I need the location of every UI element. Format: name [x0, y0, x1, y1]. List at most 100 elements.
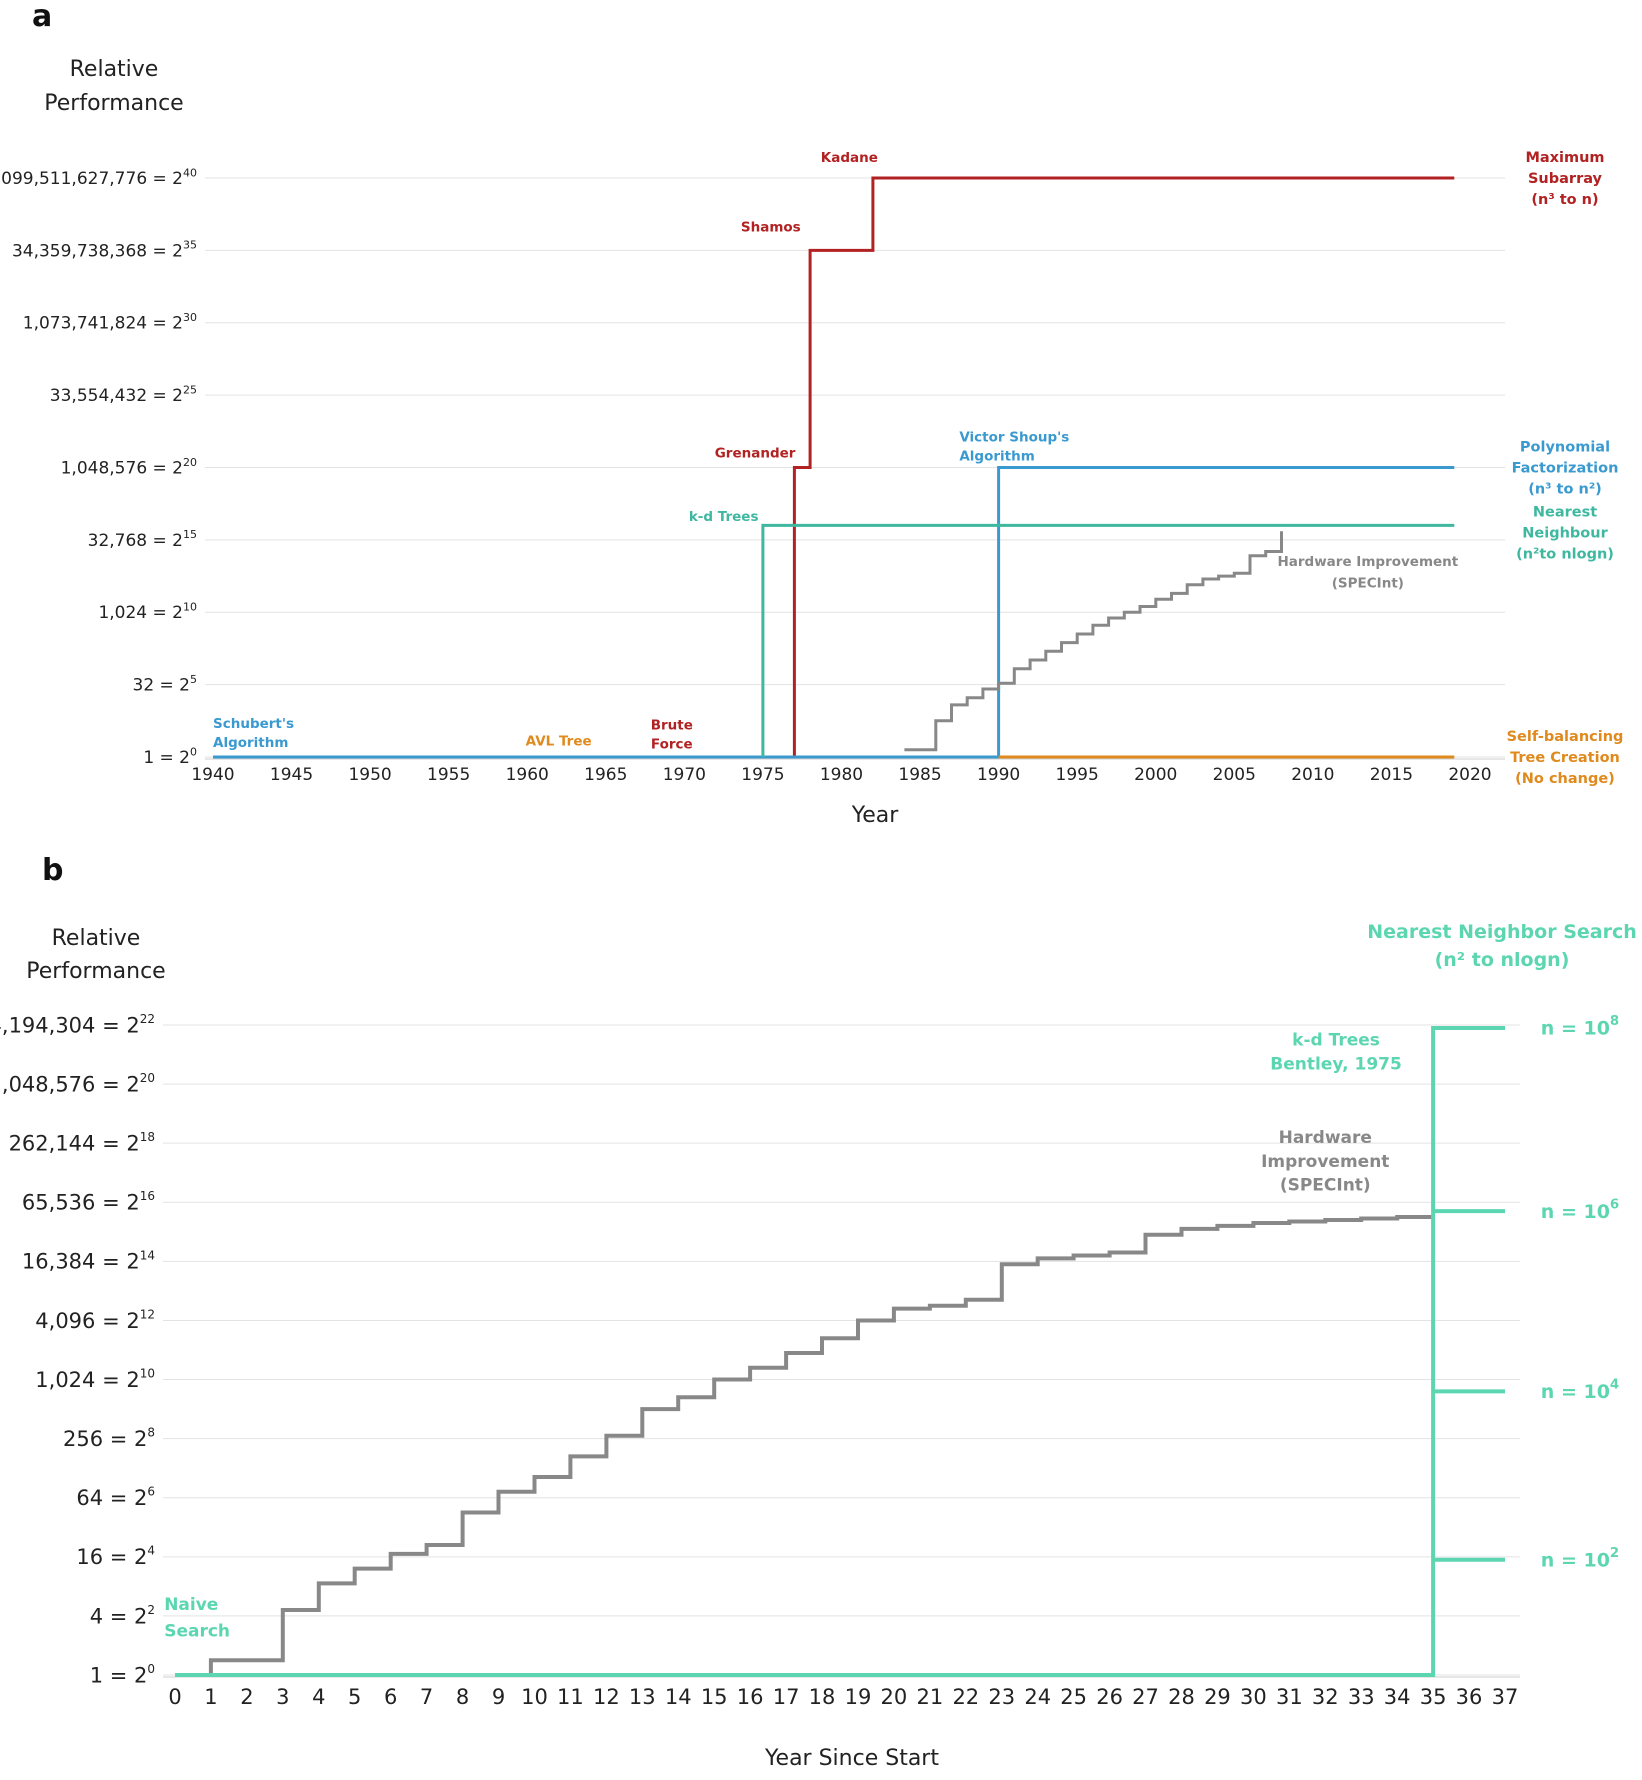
- panel-a-ylabel-line: Relative: [70, 57, 159, 82]
- panel-b-title-line: (n² to nlogn): [1435, 949, 1570, 971]
- panel-b-ytick-label: 1,024 = 210: [35, 1366, 155, 1391]
- panel-b-xtick-label: 13: [629, 1685, 656, 1709]
- panel-b-annotation: Hardware: [1279, 1128, 1372, 1148]
- panel-b-xtick-label: 15: [701, 1685, 728, 1709]
- panel-a-right-label: Subarray: [1528, 171, 1603, 187]
- panel-b-xtick-label: 23: [988, 1685, 1015, 1709]
- panel-b-xtick-label: 7: [420, 1685, 433, 1709]
- panel-a-annotation: Schubert's: [213, 716, 294, 732]
- panel-a-xtick-label: 2005: [1213, 765, 1256, 785]
- panel-b: b Relative Performance 1 = 20 4 = 22 16 = 24…: [0, 853, 1637, 1771]
- panel-a-ytick-label: 1,073,741,824 = 230: [23, 311, 197, 334]
- panel-b-xtick-label: 26: [1096, 1685, 1123, 1709]
- panel-a-right-label: Polynomial: [1520, 440, 1610, 456]
- panel-b-xtick-label: 1: [204, 1685, 217, 1709]
- panel-a-ytick-label: 32 = 25: [133, 673, 198, 696]
- panel-a-right-label: (No change): [1515, 771, 1615, 787]
- panel-b-xtick-label: 5: [348, 1685, 361, 1709]
- panel-a-xtick-label: 1995: [1056, 765, 1099, 785]
- panel-b-ytick-label: 1,048,576 = 220: [0, 1071, 155, 1096]
- panel-a-right-label: Tree Creation: [1510, 750, 1620, 766]
- panel-b-ytick-label: 4 = 22: [90, 1603, 155, 1628]
- panel-a-right-label: Neighbour: [1522, 526, 1608, 542]
- panel-a-xtick-label: 1955: [427, 765, 470, 785]
- panel-b-ytick-label: 4,194,304 = 222: [0, 1012, 155, 1037]
- panel-a-annotation: k-d Trees: [689, 509, 759, 525]
- panel-b-title-line: Nearest Neighbor Search: [1367, 921, 1637, 943]
- panel-b-ytick-label: 65,536 = 216: [22, 1189, 155, 1214]
- panel-a-xtick-label: 2015: [1370, 765, 1413, 785]
- panel-b-xtick-label: 29: [1204, 1685, 1231, 1709]
- panel-b-xtick-label: 0: [168, 1685, 181, 1709]
- panel-a-annotation: Victor Shoup's: [959, 429, 1069, 445]
- panel-b-xtick-label: 11: [557, 1685, 584, 1709]
- panel-b-right-label: n = 102: [1541, 1546, 1619, 1572]
- panel-b-xtick-label: 36: [1456, 1685, 1483, 1709]
- panel-a-series-polynomial-factorization: [213, 466, 1455, 759]
- panel-b-xtick-label: 8: [456, 1685, 469, 1709]
- panel-a-ytick-label: 1 = 20: [143, 745, 197, 768]
- panel-a-ytick-label: 33,554,432 = 225: [50, 383, 197, 406]
- panel-a-xtick-label: 1980: [820, 765, 863, 785]
- panel-a-annotation: Grenander: [715, 445, 796, 461]
- panel-b-annotation: (SPECInt): [1280, 1175, 1371, 1195]
- panel-a-annotation: (SPECInt): [1332, 576, 1404, 592]
- panel-b-ytick-label: 256 = 28: [63, 1426, 155, 1451]
- panel-a-right-label: Maximum: [1525, 150, 1604, 166]
- panel-a-xtick-label: 2000: [1134, 765, 1177, 785]
- panel-b-xtick-label: 37: [1492, 1685, 1519, 1709]
- panel-b-ytick-label: 262,144 = 218: [9, 1130, 155, 1155]
- panel-a-xtick-label: 1965: [584, 765, 627, 785]
- panel-a-xtick-label: 1990: [977, 765, 1020, 785]
- panel-b-xtick-label: 25: [1060, 1685, 1087, 1709]
- panel-b-ytick-label: 4,096 = 212: [35, 1307, 155, 1332]
- panel-b-ytick-label: 16 = 24: [76, 1544, 155, 1569]
- panel-a-letter: a: [32, 0, 52, 34]
- panel-a-annotation: AVL Tree: [526, 733, 592, 749]
- panel-a-right-label: (n²to nlogn): [1516, 547, 1614, 563]
- panel-b-xtick-label: 20: [881, 1685, 908, 1709]
- panel-b-xtick-label: 27: [1132, 1685, 1159, 1709]
- panel-a-right-label: (n³ to n): [1531, 192, 1598, 208]
- panel-a-right-label: Nearest: [1533, 505, 1597, 521]
- panel-a-ytick-label: 1,024 = 210: [98, 601, 197, 624]
- panel-b-xtick-label: 16: [737, 1685, 764, 1709]
- panel-a-annotation: Hardware Improvement: [1277, 554, 1458, 570]
- panel-b-xtick-label: 9: [492, 1685, 505, 1709]
- panel-a-ytick-label: 32,768 = 215: [88, 528, 197, 551]
- panel-a-xtick-label: 1940: [191, 765, 234, 785]
- panel-b-xtick-label: 6: [384, 1685, 397, 1709]
- panel-a-xtick-label: 1975: [741, 765, 784, 785]
- panel-a-series-nearest-neighbour: [761, 523, 1455, 757]
- panel-b-xtick-label: 14: [665, 1685, 692, 1709]
- panel-b-xtick-label: 30: [1240, 1685, 1267, 1709]
- panel-b-xtick-label: 22: [952, 1685, 979, 1709]
- panel-b-xtick-label: 12: [593, 1685, 620, 1709]
- panel-a-right-label: (n³ to n²): [1528, 482, 1602, 498]
- panel-b-ylabel-line: Performance: [26, 959, 165, 984]
- panel-b-xlabel: Year Since Start: [764, 1746, 939, 1771]
- panel-a-ytick-label: 1,099,511,627,776 = 240: [0, 166, 197, 189]
- panel-a-right-label: Self-balancing: [1507, 729, 1624, 745]
- panel-a-annotation: Brute: [651, 717, 693, 733]
- panel-a-xlabel: Year: [851, 803, 900, 828]
- panel-b-xtick-label: 18: [809, 1685, 836, 1709]
- panel-b-xtick-label: 21: [916, 1685, 943, 1709]
- panel-b-ytick-label: 64 = 26: [76, 1485, 155, 1510]
- panel-a-annotation: Force: [651, 736, 693, 752]
- panel-b-right-label: n = 104: [1541, 1378, 1619, 1404]
- panel-b-annotation: Search: [164, 1622, 230, 1642]
- panel-b-xtick-label: 31: [1276, 1685, 1303, 1709]
- panel-b-xtick-label: 3: [276, 1685, 289, 1709]
- panel-b-ylabel-line: Relative: [52, 926, 141, 951]
- panel-b-series-hardware-improvement-specint: [175, 1215, 1434, 1677]
- panel-a: a Relative Performance 1 = 20 32 = 25 1,024 …: [0, 0, 1623, 828]
- panel-a-xtick-label: 1985: [898, 765, 941, 785]
- panel-b-xtick-label: 4: [312, 1685, 325, 1709]
- panel-a-ytick-label: 1,048,576 = 220: [61, 456, 197, 479]
- panel-b-right-label: n = 108: [1541, 1014, 1619, 1040]
- panel-a-xtick-label: 1970: [663, 765, 706, 785]
- panel-a-annotation: Shamos: [741, 220, 801, 236]
- panel-b-xtick-label: 24: [1024, 1685, 1051, 1709]
